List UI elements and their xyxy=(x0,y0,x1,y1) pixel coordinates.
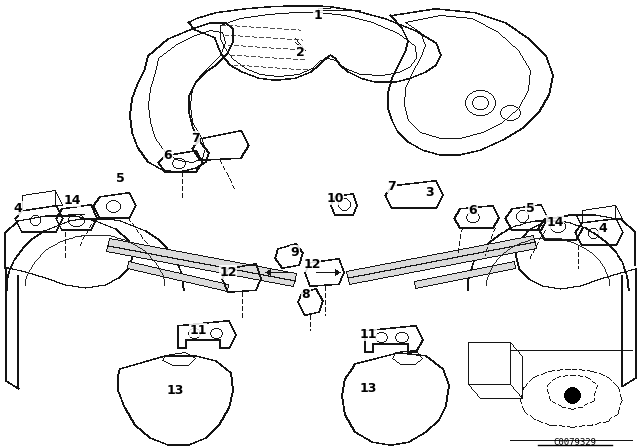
Text: 11: 11 xyxy=(359,327,377,340)
Text: 8: 8 xyxy=(301,289,310,302)
Text: 9: 9 xyxy=(291,246,300,258)
Text: 13: 13 xyxy=(359,382,377,395)
Text: 6: 6 xyxy=(164,148,172,161)
Text: 4: 4 xyxy=(598,221,607,234)
Text: 10: 10 xyxy=(326,191,344,204)
Text: 5: 5 xyxy=(525,202,534,215)
Text: 13: 13 xyxy=(166,383,184,396)
Text: 1: 1 xyxy=(314,9,323,22)
Text: 3: 3 xyxy=(426,185,435,198)
Text: 11: 11 xyxy=(189,323,207,336)
Text: 4: 4 xyxy=(13,202,22,215)
Text: 7: 7 xyxy=(388,180,396,193)
Text: 14: 14 xyxy=(547,215,564,228)
Text: 12: 12 xyxy=(220,266,237,279)
Text: 14: 14 xyxy=(63,194,81,207)
Text: 6: 6 xyxy=(468,203,477,216)
Text: 12: 12 xyxy=(303,258,321,271)
Text: 7: 7 xyxy=(191,132,200,145)
Text: 5: 5 xyxy=(116,172,124,185)
Text: C0079329: C0079329 xyxy=(554,438,596,447)
Text: 2: 2 xyxy=(296,46,305,59)
